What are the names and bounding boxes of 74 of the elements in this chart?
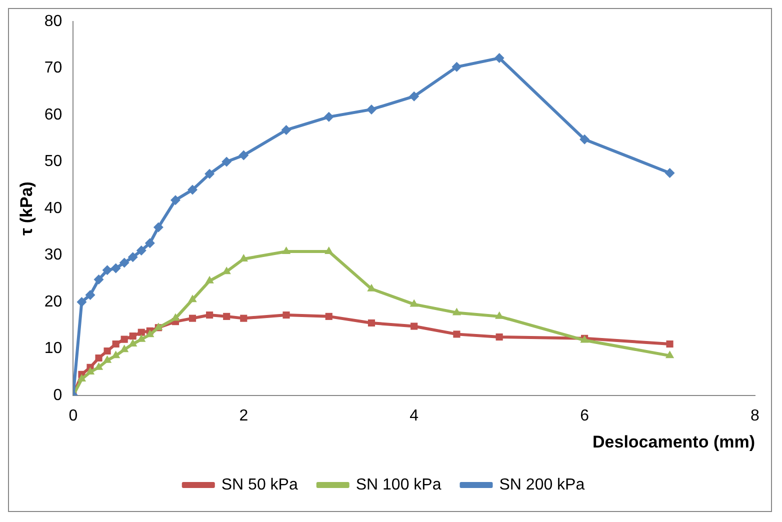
point [324, 246, 334, 254]
point [146, 330, 154, 338]
point [129, 332, 136, 340]
point [494, 53, 504, 64]
point [85, 290, 96, 300]
point [128, 252, 138, 262]
point [204, 168, 215, 179]
point [104, 347, 111, 355]
point [580, 134, 590, 144]
x-tick-label: 4 [410, 407, 419, 424]
point [86, 367, 95, 375]
point [240, 314, 248, 322]
point [238, 150, 249, 160]
point [664, 168, 675, 178]
point [282, 312, 290, 319]
point [112, 340, 120, 348]
point [188, 294, 197, 302]
point [170, 195, 180, 206]
point [281, 125, 292, 135]
point [282, 246, 291, 254]
y-tick-label: 10 [44, 340, 62, 358]
point [136, 246, 146, 256]
point [188, 314, 196, 322]
legend-label: SN 100 kPa [356, 476, 442, 494]
point [665, 350, 674, 358]
point [206, 312, 214, 319]
y-tick-label: 70 [44, 60, 62, 77]
point [452, 62, 462, 72]
y-tick-label: 40 [44, 200, 62, 217]
point [496, 333, 503, 341]
point [119, 258, 130, 268]
point [366, 104, 376, 114]
x-tick-label: 6 [580, 407, 590, 424]
point [76, 296, 87, 307]
x-tick-label: 0 [68, 407, 78, 424]
point [120, 344, 129, 352]
point [94, 274, 104, 285]
point [110, 263, 121, 274]
y-tick-label: 20 [44, 293, 62, 310]
point [409, 91, 420, 102]
point [77, 374, 86, 382]
x-axis-title: Deslocamento (mm) [592, 432, 755, 452]
point [138, 328, 145, 336]
point [95, 354, 102, 362]
point [120, 336, 128, 343]
point [324, 112, 334, 122]
y-tick-label: 80 [44, 13, 62, 30]
y-tick-label: 30 [44, 246, 62, 264]
point [128, 339, 138, 347]
point [102, 355, 112, 363]
point [453, 330, 460, 338]
point [205, 276, 214, 284]
y-tick-label: 50 [44, 153, 62, 170]
point [666, 340, 674, 348]
y-tick-label: 0 [53, 386, 62, 404]
point [222, 156, 232, 167]
x-tick-label: 8 [750, 407, 760, 424]
point [494, 311, 504, 319]
y-axis-title: τ (kPa) [16, 182, 36, 236]
point [223, 312, 230, 320]
point [410, 322, 418, 330]
point [144, 238, 155, 248]
point [325, 312, 332, 320]
point [410, 299, 418, 307]
point [188, 184, 198, 195]
y-tick-label: 60 [44, 106, 62, 124]
point [102, 265, 112, 276]
point [239, 254, 248, 262]
point [368, 319, 376, 327]
point [452, 308, 462, 316]
x-tick-label: 2 [239, 407, 248, 424]
legend-label: SN 200 kPa [499, 476, 585, 494]
point [153, 222, 164, 232]
legend-label: SN 50 kPa [221, 476, 298, 494]
